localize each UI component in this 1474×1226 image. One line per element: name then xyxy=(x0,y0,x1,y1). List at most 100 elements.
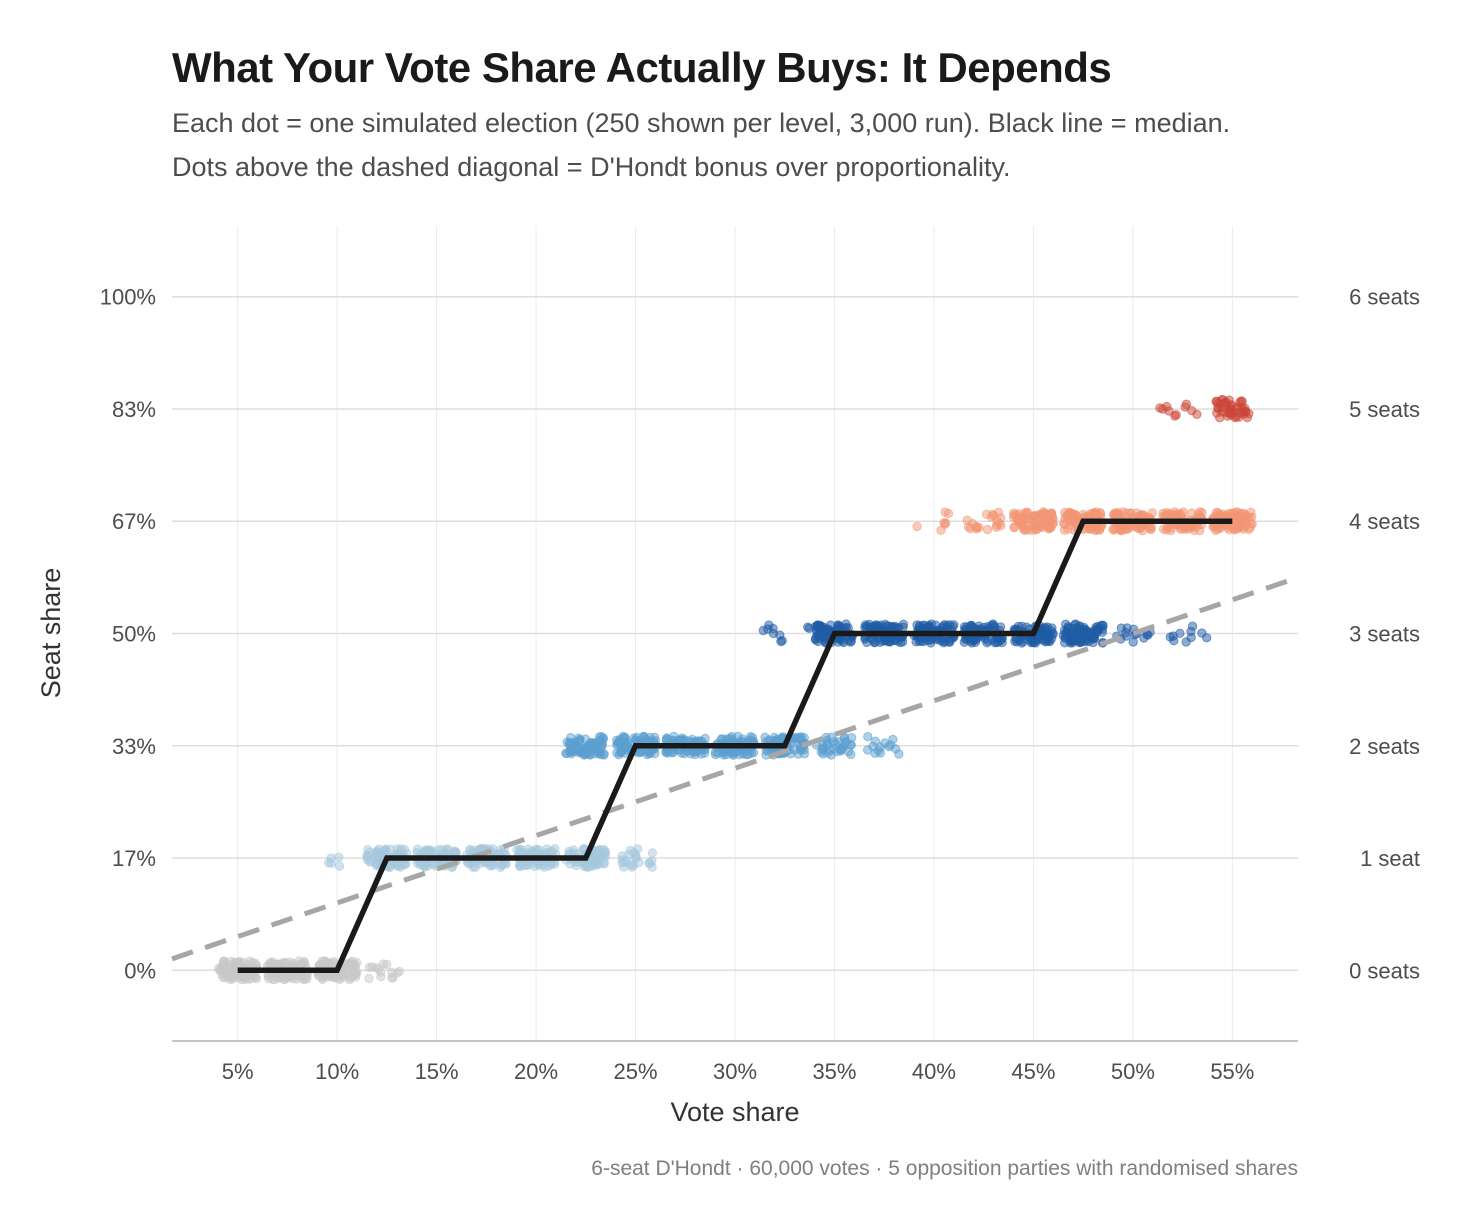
simulation-dot xyxy=(364,962,375,973)
simulation-dot xyxy=(1229,523,1239,534)
simulation-dot xyxy=(433,845,443,855)
y-tick-label: 33% xyxy=(112,734,156,759)
simulation-dot xyxy=(351,972,361,982)
simulation-dot xyxy=(1166,522,1177,533)
seat-count-labels: 0 seats 1 seat 2 seats 3 seats 4 seats 5 seat… xyxy=(1349,285,1420,984)
simulation-dot xyxy=(868,635,878,645)
y-axis-ticks: 0% 17% 33% 50% 67% 83% 100% xyxy=(100,285,156,984)
simulation-dot xyxy=(763,624,773,634)
proportionality-diagonal xyxy=(171,575,1299,962)
simulation-dot xyxy=(1062,626,1072,637)
y-tick-label: 0% xyxy=(124,958,156,983)
y-tick-label: 50% xyxy=(112,622,156,647)
simulation-dot xyxy=(1245,523,1255,533)
simulation-dot xyxy=(846,749,856,760)
simulation-dot xyxy=(914,636,924,646)
simulation-dot xyxy=(334,852,344,862)
simulation-dot xyxy=(427,859,438,869)
simulation-dot xyxy=(987,634,997,645)
chart-subtitle-line-1: Each dot = one simulated election (250 s… xyxy=(172,108,1231,138)
simulation-dot xyxy=(741,750,752,760)
simulation-dot xyxy=(387,967,397,977)
simulation-dot xyxy=(324,958,334,968)
seat-count-label: 0 seats xyxy=(1349,958,1420,983)
simulation-dot xyxy=(574,743,584,754)
x-tick-label: 35% xyxy=(812,1059,856,1084)
simulation-dot xyxy=(912,620,922,630)
simulation-dot xyxy=(496,844,506,855)
simulation-dot xyxy=(1186,632,1196,643)
simulation-dot xyxy=(1217,402,1228,413)
simulation-dot xyxy=(542,844,552,854)
simulation-dot xyxy=(811,632,821,642)
chart-caption: 6-seat D'Hondt · 60,000 votes · 5 opposi… xyxy=(591,1157,1298,1180)
x-axis-title: Vote share xyxy=(670,1097,799,1127)
simulation-dot xyxy=(625,845,636,856)
simulation-dot xyxy=(591,860,601,870)
simulation-dot xyxy=(1094,524,1105,535)
simulation-dot xyxy=(1034,516,1045,526)
simulation-dot xyxy=(562,737,572,747)
x-tick-label: 45% xyxy=(1011,1059,1055,1084)
y-tick-label: 67% xyxy=(112,509,156,534)
simulation-dot xyxy=(1067,514,1077,524)
x-tick-label: 50% xyxy=(1111,1059,1155,1084)
simulation-dot xyxy=(1195,507,1205,517)
simulation-dot xyxy=(294,956,304,966)
simulation-dot xyxy=(587,738,598,748)
simulation-dot xyxy=(1171,410,1181,420)
simulation-dot xyxy=(618,731,628,742)
simulation-dot xyxy=(982,524,993,535)
simulation-dot xyxy=(863,732,873,742)
simulation-dot xyxy=(583,862,593,872)
simulation-dot xyxy=(721,734,731,744)
simulation-dot xyxy=(870,736,881,746)
simulation-dot xyxy=(220,956,230,967)
simulation-dot xyxy=(776,636,786,647)
simulation-dot xyxy=(713,748,723,758)
seat-count-label: 2 seats xyxy=(1349,734,1420,759)
x-axis-ticks: 5% 10% 15% 20% 25% 30% 35% 40% 45% 50% 55% xyxy=(222,1059,1255,1084)
simulation-dot xyxy=(991,522,1001,532)
simulation-dot xyxy=(619,857,630,867)
chart-title: What Your Vote Share Actually Buys: It D… xyxy=(172,44,1112,91)
simulation-dot xyxy=(295,971,305,982)
simulation-dot xyxy=(1162,401,1172,412)
simulation-dot xyxy=(912,521,922,532)
simulation-dot xyxy=(1047,633,1057,643)
simulation-dot xyxy=(1180,402,1191,412)
simulation-dot xyxy=(334,861,345,871)
simulation-dot xyxy=(847,733,857,743)
seat-count-label: 1 seat xyxy=(1360,846,1420,871)
simulation-dot xyxy=(1026,514,1037,524)
simulation-dot xyxy=(1215,413,1225,423)
x-tick-label: 25% xyxy=(614,1059,658,1084)
y-tick-label: 100% xyxy=(100,285,156,310)
simulation-dot xyxy=(599,857,609,868)
simulation-dot xyxy=(1175,628,1185,638)
simulation-dot xyxy=(1038,507,1049,517)
simulation-dot xyxy=(1202,633,1212,643)
simulation-dot xyxy=(898,619,909,629)
simulation-dot xyxy=(1091,628,1102,638)
simulation-dot xyxy=(862,745,873,755)
simulation-dot xyxy=(594,851,604,861)
simulation-dot xyxy=(622,740,633,750)
x-tick-label: 15% xyxy=(415,1059,459,1084)
simulation-dot xyxy=(214,963,224,973)
simulation-dot xyxy=(1120,523,1130,534)
simulation-dot xyxy=(364,973,374,984)
simulation-dot xyxy=(815,620,825,631)
simulation-dot xyxy=(315,959,325,969)
simulation-dot xyxy=(412,844,423,854)
x-tick-label: 20% xyxy=(514,1059,558,1084)
simulation-dot xyxy=(225,974,235,985)
simulation-dot xyxy=(486,861,497,871)
simulation-dot xyxy=(1240,403,1250,413)
simulation-dot xyxy=(1192,409,1202,419)
simulation-dot xyxy=(897,637,908,647)
simulation-dot xyxy=(839,637,849,648)
simulation-dot xyxy=(573,733,584,743)
x-tick-label: 30% xyxy=(713,1059,757,1084)
seat-count-label: 3 seats xyxy=(1349,622,1420,647)
